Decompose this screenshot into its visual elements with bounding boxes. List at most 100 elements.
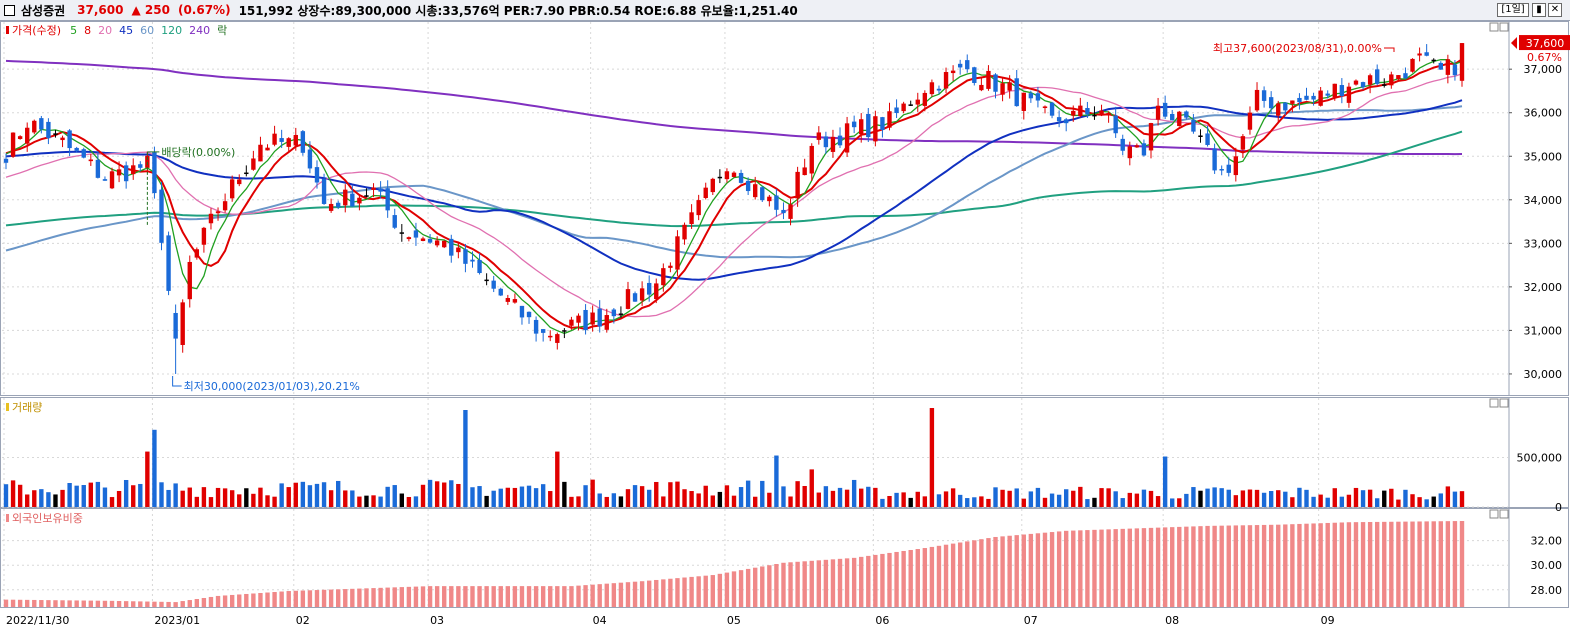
candle-body	[237, 179, 242, 185]
volume-bar	[350, 490, 355, 507]
candle-body	[894, 107, 899, 114]
foreign-bar	[1113, 529, 1118, 607]
candle-body	[1148, 123, 1154, 151]
volume-bar	[1071, 490, 1076, 507]
foreign-bar	[1226, 525, 1231, 607]
volume-bar	[32, 490, 37, 507]
minimize-icon[interactable]	[1489, 509, 1499, 519]
candle-body	[986, 70, 991, 89]
volume-bar	[1155, 496, 1161, 507]
candle-body	[654, 283, 659, 300]
volume-bar	[1092, 497, 1097, 507]
close-icon[interactable]: ✕	[1548, 3, 1562, 17]
volume-bar	[159, 482, 164, 507]
foreign-bar	[1035, 533, 1041, 607]
candle-body	[74, 147, 79, 151]
volume-bar	[972, 497, 977, 507]
candle-body	[1360, 82, 1366, 88]
volume-bar	[1283, 491, 1288, 507]
select-checkbox[interactable]	[4, 4, 15, 16]
foreign-bar	[1332, 522, 1337, 607]
y-tick-label: 28.00	[1531, 584, 1563, 597]
foreign-bar	[60, 600, 65, 607]
volume-bar	[943, 491, 949, 507]
volume-bar	[314, 483, 320, 507]
candle-body	[540, 329, 546, 333]
foreign-bar	[10, 599, 16, 607]
volume-bar	[625, 489, 631, 507]
volume-bar	[781, 486, 786, 507]
foreign-legend-marker	[6, 514, 9, 522]
volume-bar	[696, 493, 701, 507]
candle-body	[17, 136, 23, 139]
maximize-icon[interactable]	[1499, 398, 1509, 408]
foreign-bar	[1360, 522, 1366, 607]
volume-bar	[760, 480, 765, 507]
candle-body	[1226, 164, 1231, 173]
foreign-bar	[1318, 523, 1323, 607]
y-tick-label: 37,000	[1524, 63, 1563, 76]
foreign-bar	[625, 582, 631, 607]
stock-chart[interactable]: 37,000 36,000 35,000 34,000 33,000 32,000 31,0…	[0, 21, 1570, 629]
ma-line-60	[5, 105, 1463, 259]
volume-bar	[258, 487, 263, 507]
volume-bar	[10, 480, 16, 507]
foreign-bar	[67, 600, 72, 607]
volume-bar	[1162, 456, 1168, 507]
volume-bar	[1170, 498, 1175, 507]
candle-body	[25, 127, 30, 144]
foreign-bar	[1325, 522, 1330, 607]
current-pct-label: 0.67%	[1527, 51, 1562, 64]
minimize-icon[interactable]	[1489, 398, 1499, 408]
candle-body	[152, 152, 157, 194]
candle-body	[1318, 90, 1323, 106]
foreign-bar	[187, 600, 192, 607]
volume-bar	[498, 488, 503, 507]
volume-bar	[753, 496, 758, 507]
candle-body	[60, 137, 65, 141]
maximize-icon[interactable]	[1499, 22, 1509, 32]
foreign-bar	[887, 552, 892, 607]
x-axis	[0, 608, 1570, 629]
volume-bar	[463, 410, 468, 507]
candle-body	[399, 232, 404, 234]
volume-bar	[1205, 488, 1210, 507]
candle-body	[1276, 103, 1281, 116]
volume-bar	[1396, 499, 1401, 507]
candle-body	[943, 72, 949, 89]
volume-bar	[145, 451, 150, 507]
foreign-bar	[321, 589, 327, 607]
volume-bar	[208, 497, 214, 507]
candle-body	[950, 70, 956, 74]
candle-body	[936, 88, 942, 91]
foreign-bar	[710, 575, 715, 607]
foreign-bar	[145, 601, 150, 607]
volume-bar	[1459, 491, 1465, 507]
restore-icon[interactable]: ▮	[1532, 3, 1546, 17]
foreign-bar	[109, 600, 115, 607]
candle-body	[364, 195, 369, 197]
candle-body	[1191, 119, 1196, 132]
y-tick-label: 0	[1555, 501, 1562, 514]
candle-body	[293, 134, 298, 146]
volume-bar	[1233, 495, 1239, 507]
foreign-bar	[1233, 525, 1239, 607]
foreign-bar	[689, 576, 694, 607]
foreign-bar	[314, 590, 320, 607]
legend-item: 락	[217, 24, 227, 37]
foreign-bar	[1219, 525, 1224, 607]
volume-bar	[639, 486, 645, 507]
maximize-icon[interactable]	[1499, 509, 1509, 519]
candle-body	[442, 240, 447, 248]
volume-bar	[166, 489, 171, 507]
period-button[interactable]: [1일]	[1497, 3, 1529, 17]
foreign-bar	[1000, 536, 1005, 607]
foreign-bar	[1389, 521, 1394, 607]
volume-bar	[1261, 492, 1267, 507]
foreign-bar	[548, 586, 553, 607]
candle-body	[1177, 111, 1182, 127]
minimize-icon[interactable]	[1489, 22, 1499, 32]
dividend-annotation: 배당락(0.00%)	[161, 146, 235, 159]
foreign-bar	[343, 589, 348, 607]
candle-body	[887, 111, 892, 128]
